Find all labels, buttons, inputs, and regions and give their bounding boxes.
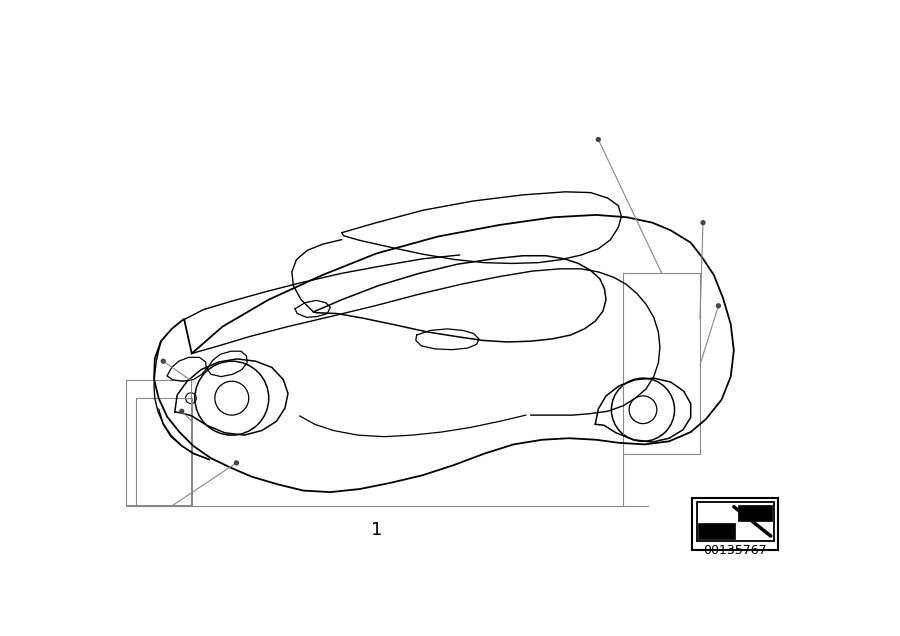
Bar [697,502,774,541]
Circle shape [716,304,720,308]
Text: 00135767: 00135767 [704,544,767,556]
Bar [623,273,700,453]
Bar [698,523,735,539]
Bar [692,497,778,550]
Circle shape [180,410,184,413]
Text: 1: 1 [371,522,382,539]
Polygon shape [738,505,772,522]
Bar [136,398,192,506]
Circle shape [235,461,238,465]
Bar [125,380,191,505]
Circle shape [161,359,166,363]
Circle shape [597,137,600,141]
Circle shape [701,221,705,225]
